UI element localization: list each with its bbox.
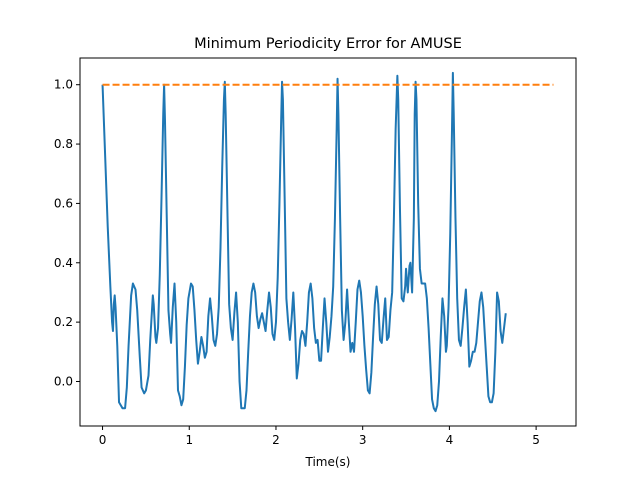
y-tick-label: 0.6 <box>54 196 73 210</box>
x-tick-label: 1 <box>185 433 193 447</box>
y-tick-label: 1.0 <box>54 78 73 92</box>
x-tick-label: 4 <box>446 433 454 447</box>
error-series-line <box>101 71 507 413</box>
y-tick-label: 0.0 <box>54 374 73 388</box>
series-layer <box>101 71 554 413</box>
x-tick-label: 3 <box>359 433 367 447</box>
y-tick-label: 0.8 <box>54 137 73 151</box>
x-axis: 0 1 2 3 4 5 <box>99 426 540 447</box>
y-axis: 0.0 0.2 0.4 0.6 0.8 1.0 <box>54 78 80 388</box>
y-tick-label: 0.2 <box>54 315 73 329</box>
x-tick-label: 5 <box>532 433 540 447</box>
chart-title: Minimum Periodicity Error for AMUSE <box>194 36 462 52</box>
x-tick-label: 0 <box>99 433 107 447</box>
y-tick-label: 0.4 <box>54 256 73 270</box>
x-axis-label: Time(s) <box>305 455 351 469</box>
x-tick-label: 2 <box>272 433 280 447</box>
axes-frame <box>79 57 577 427</box>
